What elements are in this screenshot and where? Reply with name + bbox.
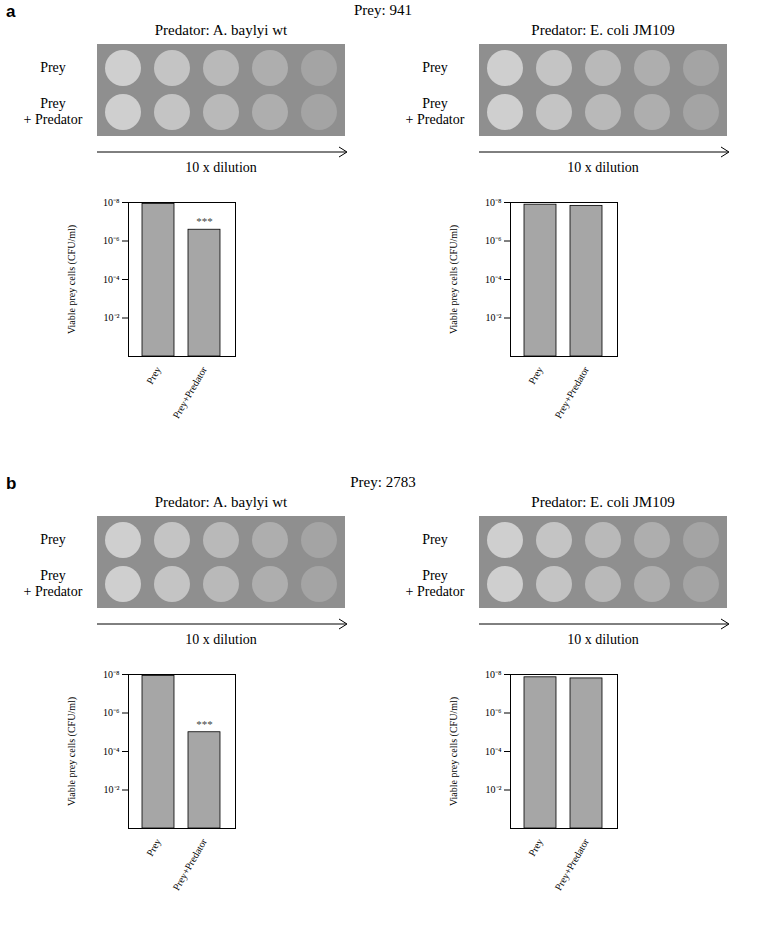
svg-text:10⁻²: 10⁻² [486,784,502,795]
svg-text:10⁻⁶: 10⁻⁶ [485,235,502,246]
html-text:+ Predator: + Predator [405,584,465,599]
svg-text:Prey+Predator: Prey+Predator [171,364,210,420]
html-text:+ Predator: + Predator [405,112,465,127]
html-text:Predator: E. coli JM109: Predator: E. coli JM109 [531,22,675,38]
html-text:a: a [6,2,16,21]
svg-text:Prey+Predator: Prey+Predator [171,836,210,892]
html-text:Predator: A. baylyi wt: Predator: A. baylyi wt [154,494,288,510]
html-text:Predator: E. coli JM109: Predator: E. coli JM109 [531,494,675,510]
html-text:10 x dilution: 10 x dilution [567,632,639,647]
svg-text:10⁻⁸: 10⁻⁸ [103,197,120,208]
svg-text:Prey: Prey [144,365,163,386]
html-text:10 x dilution: 10 x dilution [185,632,257,647]
svg-text:10⁻²: 10⁻² [104,312,120,323]
html-text:Prey: Prey [40,532,66,547]
svg-text:Prey+Predator: Prey+Predator [553,364,592,420]
svg-text:10⁻⁴: 10⁻⁴ [103,274,120,285]
svg-text:10⁻⁴: 10⁻⁴ [485,746,502,757]
html-text:Prey: 941: Prey: 941 [354,2,412,18]
html-text:+ Predator: + Predator [23,112,83,127]
svg-text:***: *** [196,718,213,730]
svg-text:Prey: Prey [526,837,545,858]
svg-text:10⁻⁸: 10⁻⁸ [485,669,502,680]
svg-text:Prey+Predator: Prey+Predator [553,836,592,892]
html-text:Prey: Prey [40,96,66,111]
svg-text:10⁻⁸: 10⁻⁸ [103,669,120,680]
svg-text:10⁻⁶: 10⁻⁶ [103,235,120,246]
html-text:Prey: Prey [422,60,448,75]
html-text:Prey: Prey [422,532,448,547]
html-text:10 x dilution: 10 x dilution [185,160,257,175]
svg-text:10⁻⁴: 10⁻⁴ [103,746,120,757]
svg-text:Prey: Prey [144,837,163,858]
html-text:Predator: A. baylyi wt: Predator: A. baylyi wt [154,22,288,38]
svg-text:Viable prey cells (CFU/ml): Viable prey cells (CFU/ml) [448,697,460,806]
svg-text:10⁻²: 10⁻² [104,784,120,795]
html-text:Prey: Prey [422,96,448,111]
svg-text:10⁻⁸: 10⁻⁸ [485,197,502,208]
svg-text:Prey: Prey [526,365,545,386]
html-text:10 x dilution: 10 x dilution [567,160,639,175]
html-text:+ Predator: + Predator [23,584,83,599]
svg-text:***: *** [196,215,213,227]
svg-text:10⁻²: 10⁻² [486,312,502,323]
svg-text:Viable prey cells (CFU/ml): Viable prey cells (CFU/ml) [448,225,460,334]
html-text:Prey: Prey [40,60,66,75]
svg-text:Viable prey cells (CFU/ml): Viable prey cells (CFU/ml) [66,697,78,806]
html-text:Prey: Prey [422,568,448,583]
svg-text:10⁻⁶: 10⁻⁶ [103,707,120,718]
html-text:Prey: 2783: Prey: 2783 [350,474,416,490]
html-text:b: b [6,474,17,493]
html-text:Prey: Prey [40,568,66,583]
svg-text:Viable prey cells (CFU/ml): Viable prey cells (CFU/ml) [66,225,78,334]
svg-text:10⁻⁴: 10⁻⁴ [485,274,502,285]
svg-text:10⁻⁶: 10⁻⁶ [485,707,502,718]
